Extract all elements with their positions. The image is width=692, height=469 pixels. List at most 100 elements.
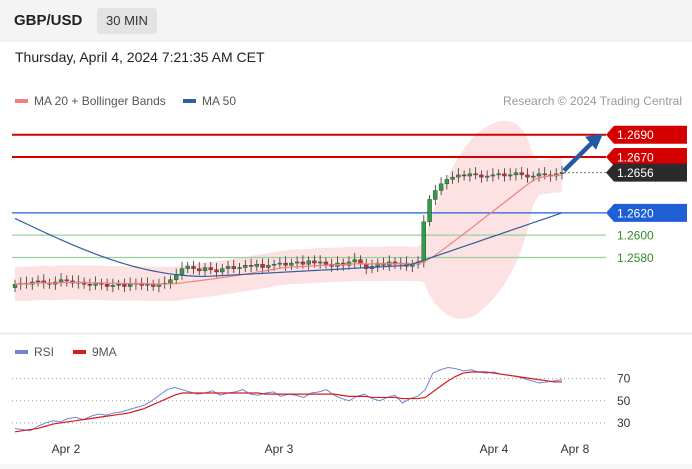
price-level-label: 1.2600 (617, 229, 654, 243)
candle-body (306, 260, 311, 265)
candle-body (300, 261, 306, 265)
candle-body (93, 282, 98, 286)
ma50-swatch (183, 99, 196, 103)
candle-body (490, 174, 496, 177)
candle-body (145, 284, 150, 286)
candle-body (260, 263, 265, 268)
candle-body (225, 266, 231, 269)
rsi-line (14, 367, 563, 432)
candle-body (531, 175, 536, 178)
candle-body (456, 174, 461, 178)
candle-body (266, 265, 271, 268)
rsi-label: RSI (34, 345, 55, 359)
candle-body (484, 175, 490, 178)
rsi-tick-label: 50 (617, 394, 631, 408)
price-label-tag (606, 148, 687, 167)
candle-body (450, 176, 455, 180)
rsi-swatch (15, 350, 28, 354)
price-level-label: 1.2580 (617, 251, 654, 265)
candle-body (156, 284, 162, 287)
ma50-line (14, 212, 563, 278)
legend-rsi: RSI (15, 345, 54, 359)
price-label-tag (606, 203, 687, 222)
forecast-arrow-head (585, 133, 603, 150)
x-tick-label: Apr 8 (561, 442, 590, 456)
candle-body (438, 183, 444, 191)
candle-body (542, 173, 547, 176)
price-level-label: 1.2656 (617, 166, 654, 180)
candle-body (289, 262, 294, 266)
candle-body (12, 284, 18, 288)
candle-body (231, 266, 237, 269)
bottom-bar (0, 464, 692, 469)
price-label-tag (606, 125, 687, 144)
ma50-label: MA 50 (202, 94, 237, 108)
candle-body (496, 173, 501, 176)
bollinger-band (15, 120, 562, 319)
candle-body (35, 280, 41, 283)
candle-body (277, 262, 283, 265)
x-tick-label: Apr 4 (480, 442, 509, 456)
candle-body (87, 284, 93, 286)
ma20-line (14, 174, 563, 285)
candle-body (519, 172, 524, 176)
ma20-label: MA 20 + Bollinger Bands (34, 94, 166, 108)
x-tick-label: Apr 2 (52, 442, 81, 456)
credit-text: Research © 2024 Trading Central (503, 94, 682, 108)
candle-body (237, 267, 242, 269)
candle-body (427, 199, 432, 222)
candle-body (294, 261, 300, 264)
panel-separator (0, 332, 692, 335)
candle-body (421, 221, 427, 263)
legend-ma20: MA 20 + Bollinger Bands (15, 94, 166, 108)
ma9-swatch (73, 350, 86, 354)
candle-body (110, 285, 116, 287)
candle-body (179, 268, 185, 275)
rsi-ma9-line (14, 371, 562, 433)
candle-body (323, 261, 329, 265)
candle-body (64, 279, 70, 282)
candle-body (473, 173, 478, 176)
candle-body (433, 190, 438, 200)
ma20-swatch (15, 99, 28, 103)
candle-body (197, 268, 202, 272)
candle-body (214, 269, 219, 273)
legend-9ma: 9MA (73, 345, 117, 359)
candle-body (191, 266, 196, 269)
candle-body (104, 284, 110, 287)
candle-body (122, 284, 127, 287)
legend-ma50: MA 50 (183, 94, 236, 108)
candle-body (479, 174, 484, 178)
x-tick-label: Apr 3 (265, 442, 294, 456)
candle-body (116, 284, 121, 286)
candle-body (58, 279, 64, 283)
price-level-label: 1.2690 (617, 128, 654, 142)
interval-button[interactable]: 30 MIN (97, 8, 157, 34)
candle-body (461, 174, 467, 177)
forecast-arrow-shaft (562, 139, 596, 173)
price-label-tag (606, 163, 687, 182)
candle-body (536, 173, 542, 177)
candle-body (248, 265, 254, 267)
chart-datetime: Thursday, April 4, 2024 7:21:35 AM CET (15, 49, 265, 65)
candle-body (352, 259, 357, 263)
candle-body (559, 172, 565, 174)
candle-body (317, 261, 323, 264)
candle-body (150, 284, 156, 287)
candle-body (254, 263, 260, 267)
ma9-label: 9MA (92, 345, 117, 359)
candle-body (513, 172, 519, 176)
price-level-label: 1.2670 (617, 151, 654, 165)
candle-body (507, 174, 513, 177)
candle-body (168, 279, 173, 284)
rsi-tick-label: 70 (617, 372, 631, 386)
candle-body (208, 267, 213, 270)
candle-body (185, 266, 190, 269)
candle-body (312, 260, 317, 264)
price-level-label: 1.2620 (617, 206, 654, 220)
rsi-tick-label: 30 (617, 416, 631, 430)
candle-body (502, 173, 507, 177)
candle-body (525, 174, 530, 178)
instrument-title: GBP/USD (14, 12, 83, 29)
